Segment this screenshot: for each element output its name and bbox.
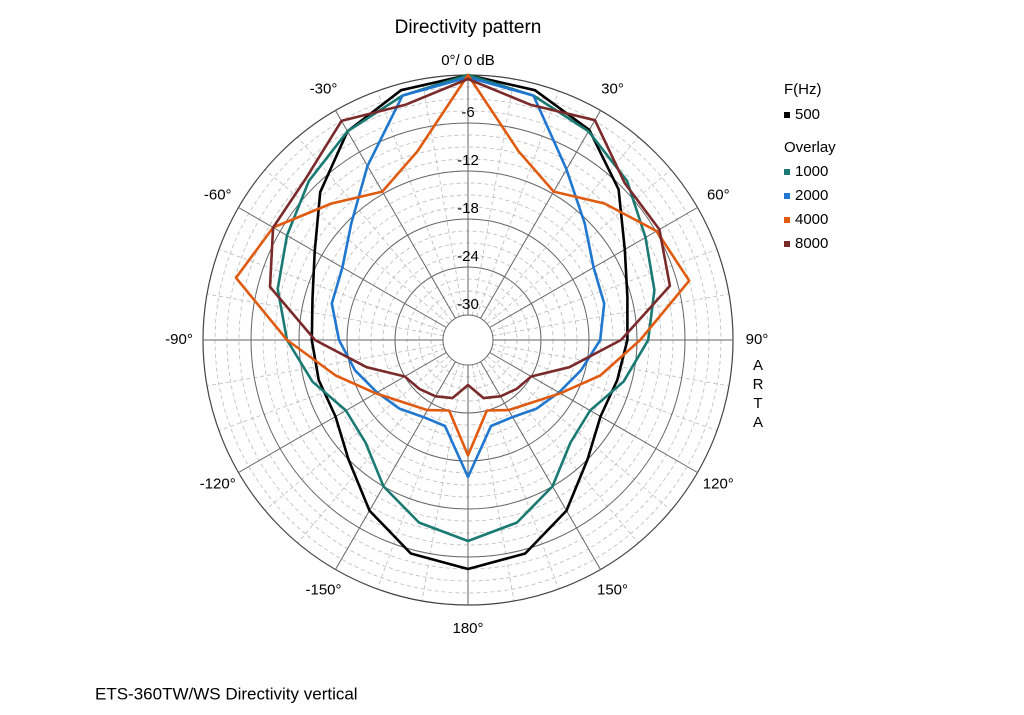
- minor-spoke: [218, 348, 445, 432]
- legend-label: 8000: [795, 235, 828, 252]
- minor-spoke: [486, 355, 672, 511]
- minor-spoke: [376, 90, 460, 317]
- series-line: [268, 77, 672, 400]
- legend-marker: [784, 217, 790, 223]
- legend-overlay-title: Overlay: [784, 139, 836, 156]
- r-tick-label: -6: [461, 104, 474, 121]
- minor-spoke: [297, 358, 453, 544]
- minor-spoke: [421, 364, 465, 602]
- chart-title: Directivity pattern: [395, 17, 542, 38]
- legend-marker: [784, 193, 790, 199]
- theta-tick-label: 90°: [746, 331, 769, 348]
- legend-title: F(Hz): [784, 81, 822, 98]
- minor-spoke: [491, 348, 718, 432]
- legend-label: 2000: [795, 187, 828, 204]
- theta-tick-label: -120°: [200, 475, 236, 492]
- legend-marker: [784, 112, 790, 118]
- legend-label: 500: [795, 106, 820, 123]
- theta-tick-label: 30°: [601, 81, 624, 98]
- series-line: [330, 76, 606, 479]
- spoke: [480, 110, 601, 319]
- legend-label: 4000: [795, 211, 828, 228]
- series-line: [310, 73, 629, 571]
- r-tick-label: -24: [457, 248, 479, 265]
- minor-spoke: [483, 136, 639, 322]
- footer: ETS-360TW/WS Directivity vertical: [95, 684, 358, 703]
- minor-spoke: [491, 248, 718, 332]
- watermark: ARTA: [750, 357, 767, 433]
- r-tick-label: -18: [457, 200, 479, 217]
- minor-spoke: [492, 293, 730, 337]
- minor-spoke: [421, 78, 465, 316]
- legend-marker: [784, 241, 790, 247]
- spoke: [238, 352, 447, 473]
- minor-spoke: [471, 364, 515, 602]
- theta-tick-label: 120°: [703, 475, 734, 492]
- minor-spoke: [297, 136, 453, 322]
- theta-tick-label: 150°: [597, 581, 628, 598]
- legend-label: 1000: [795, 163, 828, 180]
- spoke: [489, 352, 698, 473]
- spoke: [335, 110, 456, 319]
- legend-marker: [784, 169, 790, 175]
- minor-spoke: [476, 90, 560, 317]
- theta-tick-label: 0°/ 0 dB: [441, 52, 495, 69]
- minor-spoke: [471, 78, 515, 316]
- theta-tick-label: -150°: [305, 581, 341, 598]
- theta-tick-label: -60°: [204, 186, 232, 203]
- series-line: [276, 73, 656, 543]
- minor-spoke: [486, 169, 672, 325]
- minor-spoke: [476, 363, 560, 590]
- theta-tick-label: -90°: [165, 331, 193, 348]
- theta-tick-label: 60°: [707, 186, 730, 203]
- minor-spoke: [206, 343, 444, 387]
- minor-spoke: [264, 355, 450, 511]
- r-tick-label: -30: [457, 296, 479, 313]
- minor-spoke: [206, 293, 444, 337]
- r-tick-label: -12: [457, 152, 479, 169]
- theta-tick-label: 180°: [452, 620, 483, 637]
- minor-spoke: [376, 363, 460, 590]
- minor-spoke: [218, 248, 445, 332]
- theta-tick-label: -30°: [310, 81, 338, 98]
- minor-spoke: [483, 358, 639, 544]
